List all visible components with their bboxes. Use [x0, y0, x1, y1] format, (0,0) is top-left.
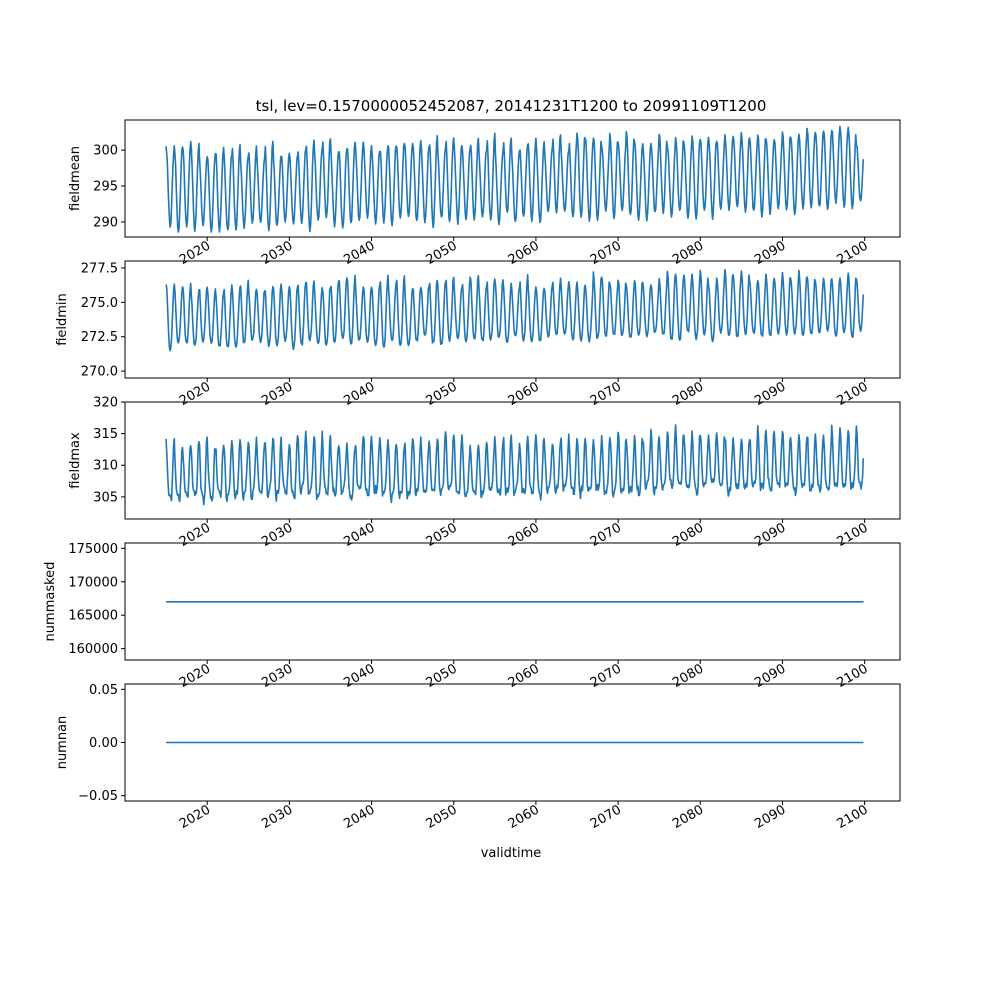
y-axis-label-nummasked: nummasked [43, 562, 58, 642]
series-line-fieldmean [165, 125, 865, 233]
y-tick-label-numnan: 0.05 [89, 683, 118, 698]
y-axis-label-fieldmax: fieldmax [68, 432, 83, 489]
y-tick-label-fieldmin: 277.5 [81, 261, 118, 276]
y-tick-label-nummasked: 175000 [68, 542, 118, 557]
y-tick-label-nummasked: 170000 [68, 575, 118, 590]
y-tick-label-fieldmean: 290 [93, 215, 118, 230]
y-tick-label-fieldmin: 275.0 [81, 296, 118, 311]
y-tick-label-fieldmax: 315 [93, 427, 118, 442]
y-tick-label-fieldmax: 305 [93, 490, 118, 505]
chart-title: tsl, lev=0.1570000052452087, 20141231T12… [256, 97, 767, 115]
y-tick-label-fieldmin: 270.0 [81, 365, 118, 380]
axes-frame-fieldmean [124, 119, 901, 238]
y-axis-label-fieldmin: fieldmin [55, 293, 70, 346]
y-tick-label-fieldmean: 300 [93, 144, 118, 159]
axes-frame-fieldmin [124, 260, 901, 379]
y-tick-label-numnan: −0.05 [78, 789, 118, 804]
y-tick-label-fieldmax: 320 [93, 396, 118, 411]
series-line-fieldmax [165, 424, 865, 506]
y-tick-label-nummasked: 165000 [68, 609, 118, 624]
axes-frame-nummasked [124, 542, 901, 661]
series-line-fieldmin [165, 268, 865, 352]
y-tick-label-fieldmin: 272.5 [81, 330, 118, 345]
y-tick-label-nummasked: 160000 [68, 642, 118, 657]
y-tick-label-fieldmax: 310 [93, 459, 118, 474]
y-tick-label-fieldmean: 295 [93, 180, 118, 195]
axes-frame-fieldmax [124, 401, 901, 520]
y-tick-label-numnan: 0.00 [89, 736, 118, 751]
y-axis-label-fieldmean: fieldmean [68, 146, 83, 211]
y-axis-label-numnan: numnan [55, 716, 70, 770]
x-axis-label: validtime [481, 846, 542, 861]
